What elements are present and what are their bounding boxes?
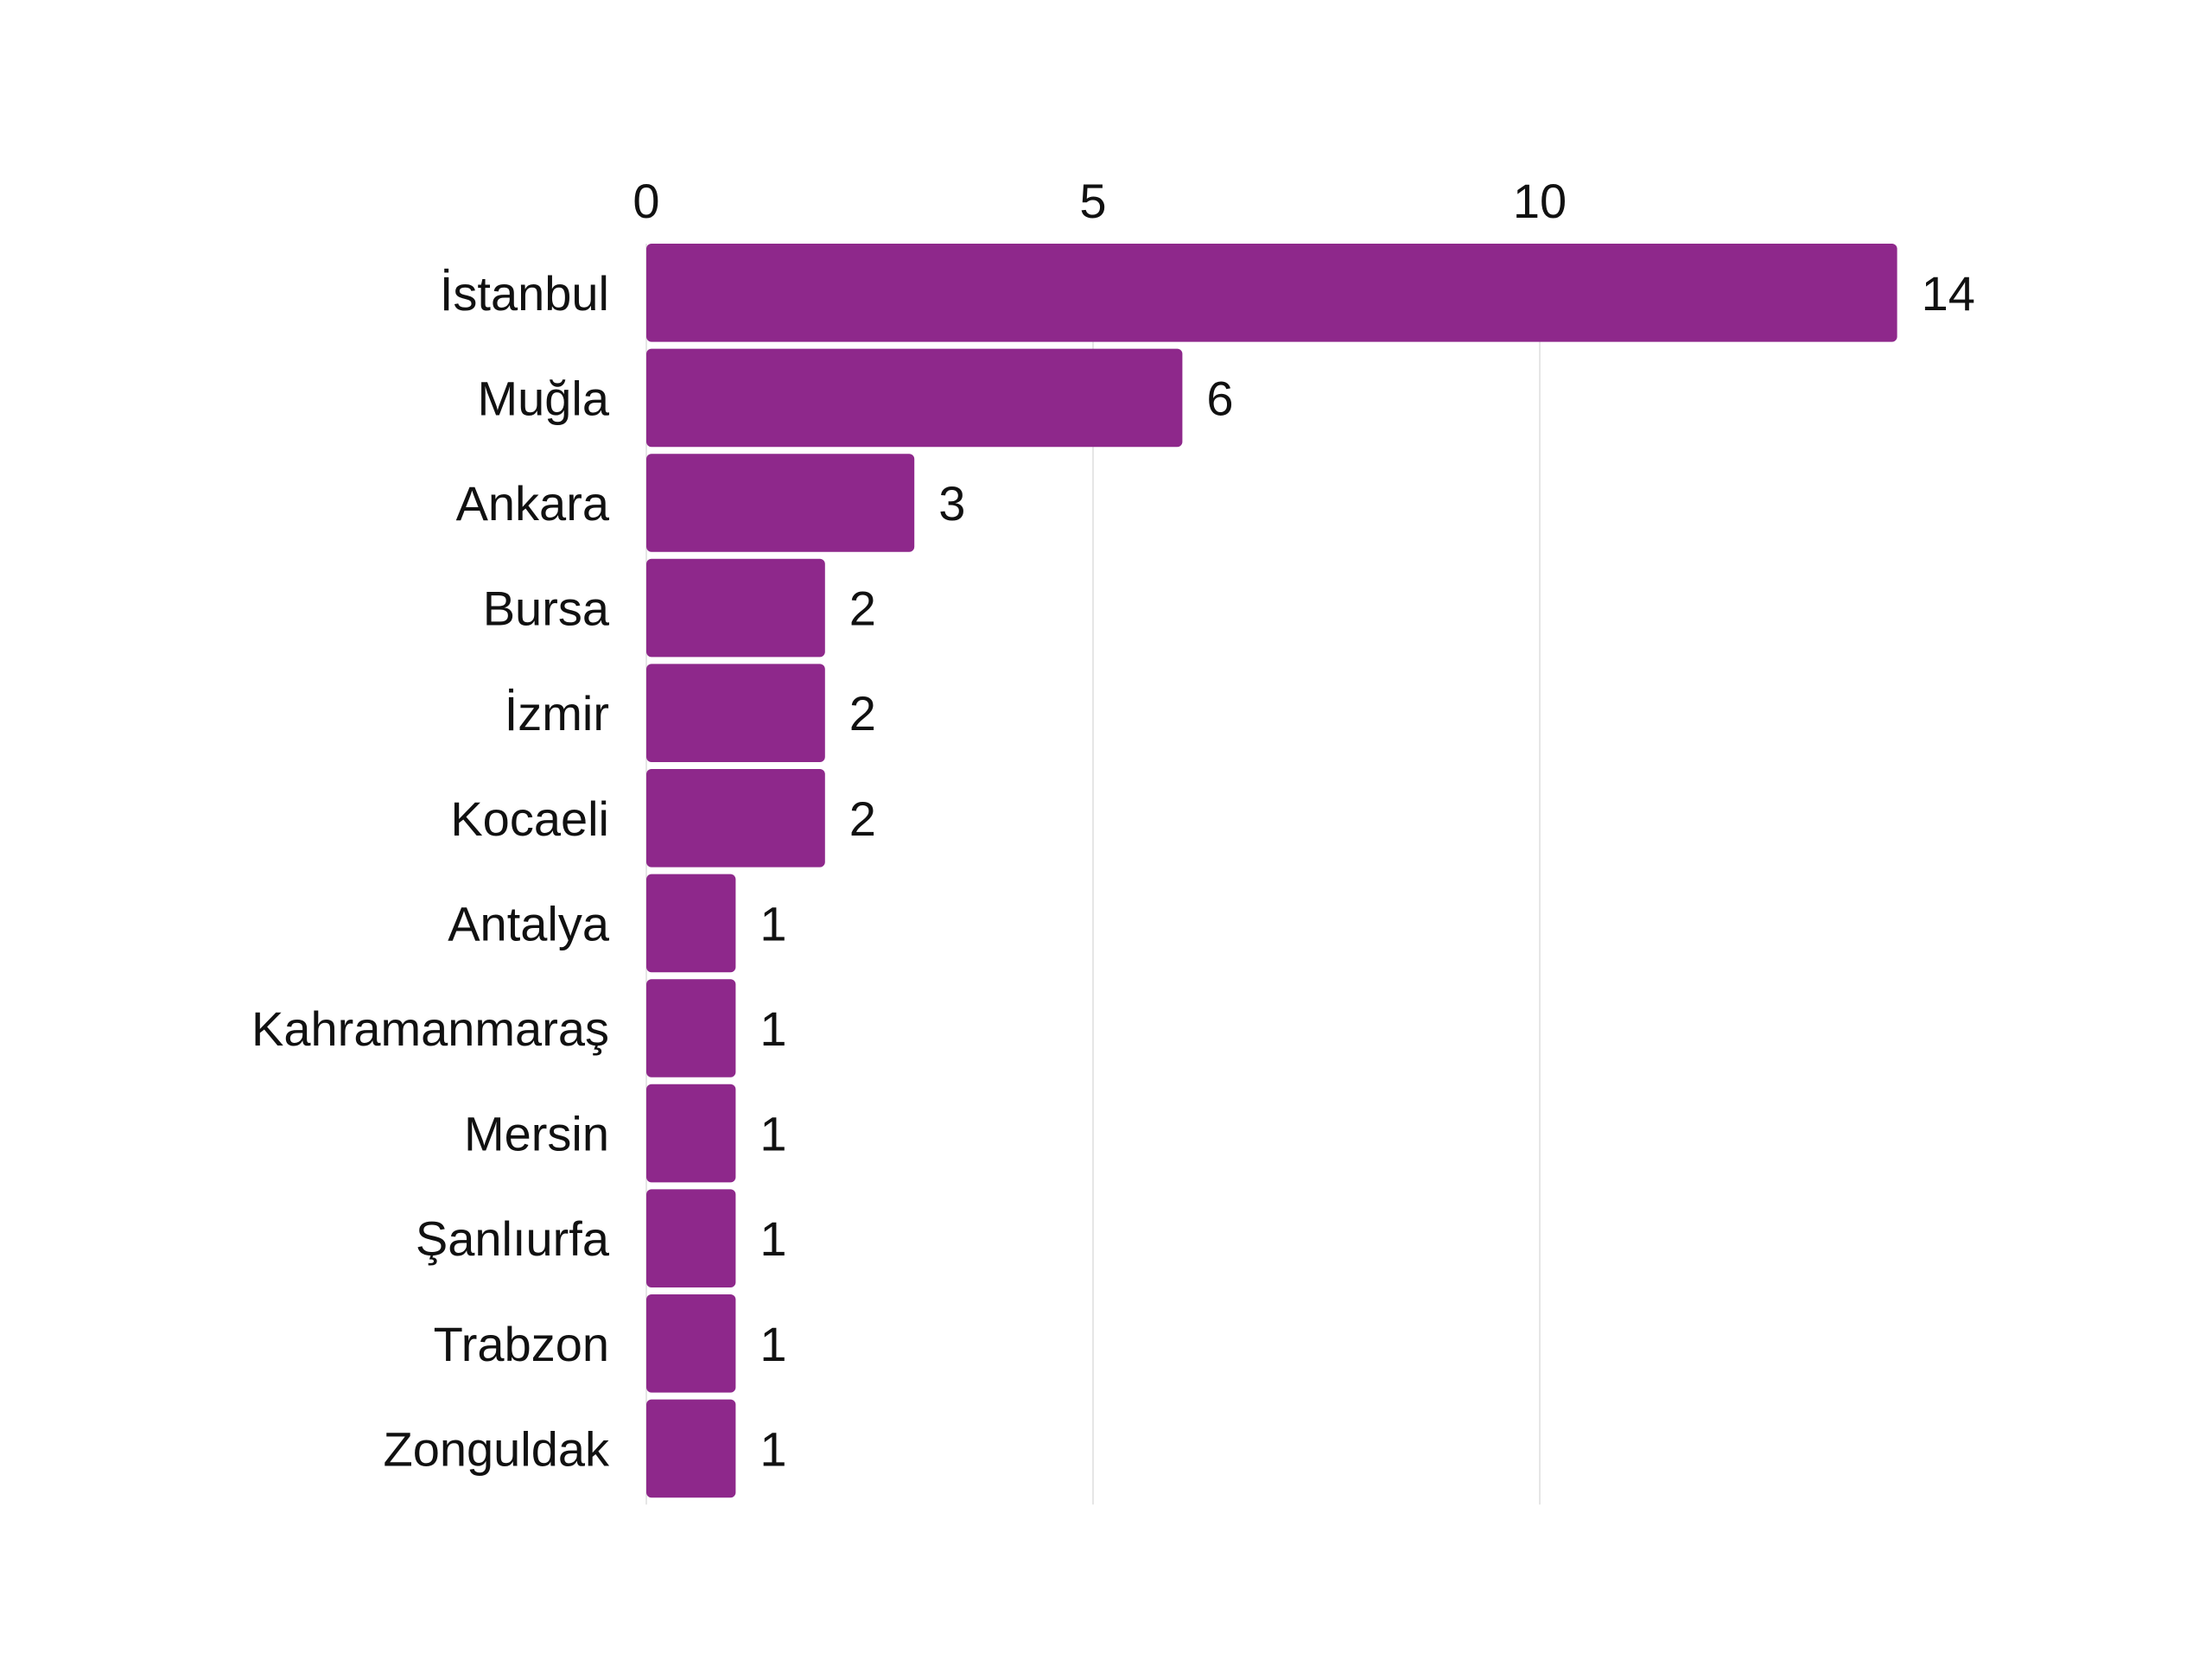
category-label-6: Kocaeli: [450, 791, 609, 846]
category-label-2: Muğla: [477, 371, 609, 425]
bar-2: [646, 348, 1183, 448]
value-label-11: 1: [760, 1317, 786, 1371]
category-label-12: Zonguldak: [383, 1421, 610, 1476]
x-tick-label-0: 0: [632, 174, 659, 228]
gridlines: [645, 244, 1541, 1505]
bar-9: [646, 1084, 736, 1183]
bar-7: [646, 874, 736, 973]
category-label-10: Şanlıurfa: [416, 1211, 610, 1266]
x-tick-label-10: 10: [1513, 174, 1567, 228]
category-label-11: Trabzon: [434, 1317, 609, 1371]
bar-8: [646, 979, 736, 1077]
value-label-12: 1: [760, 1421, 786, 1476]
category-label-4: Bursa: [483, 582, 610, 636]
value-label-7: 1: [760, 896, 786, 950]
bar-10: [646, 1189, 736, 1287]
category-label-7: Antalya: [448, 896, 610, 950]
bar-4: [646, 558, 825, 658]
bar-12: [646, 1399, 736, 1498]
value-label-2: 6: [1206, 371, 1233, 425]
bar-3: [646, 454, 915, 552]
value-label-10: 1: [760, 1211, 786, 1266]
bar-1: [646, 244, 1897, 342]
bar-5: [646, 664, 825, 762]
category-label-9: Mersin: [464, 1107, 609, 1161]
value-label-9: 1: [760, 1107, 786, 1161]
category-labels: İstanbul Muğla Ankara Bursa İzmir Kocaeli Anta…: [251, 266, 610, 1477]
x-tick-label-5: 5: [1079, 174, 1106, 228]
category-label-3: Ankara: [456, 476, 610, 531]
bar-11: [646, 1294, 736, 1393]
value-label-1: 14: [1922, 266, 1975, 321]
value-label-6: 2: [849, 791, 876, 846]
x-axis-ticks: 0 5 10: [632, 174, 1567, 228]
value-label-5: 2: [849, 686, 876, 741]
bar-6: [646, 769, 825, 868]
value-label-4: 2: [849, 582, 876, 636]
category-label-8: Kahramanmaraş: [251, 1001, 609, 1056]
bars: [646, 244, 1897, 1498]
category-label-1: İstanbul: [440, 266, 609, 321]
value-labels: 14 6 3 2 2 2 1 1 1 1 1 1: [760, 266, 1974, 1477]
value-label-3: 3: [938, 476, 965, 531]
value-label-8: 1: [760, 1001, 786, 1056]
category-label-5: İzmir: [505, 686, 609, 741]
